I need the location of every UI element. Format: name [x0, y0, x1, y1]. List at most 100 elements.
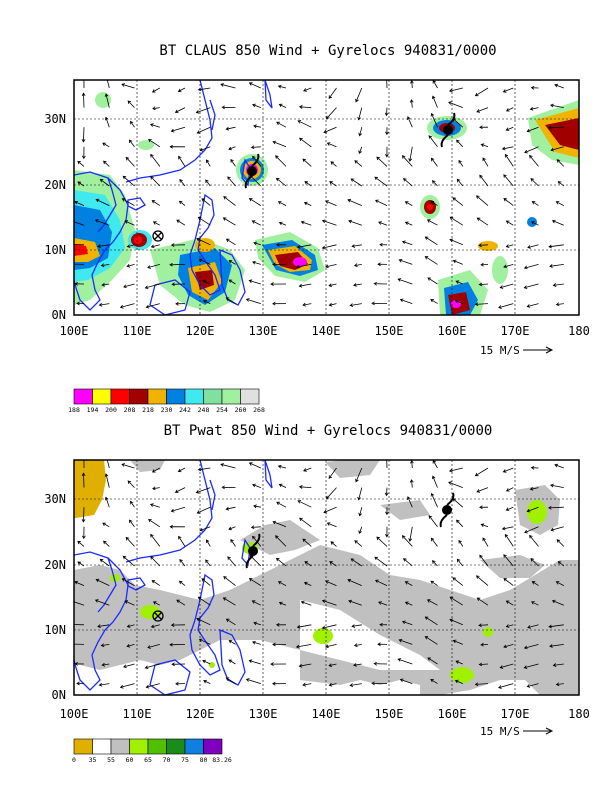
- wind-arrow: [253, 124, 261, 129]
- wind-arrow: [354, 540, 363, 547]
- wind-arrow: [225, 618, 236, 626]
- wind-arrow: [530, 85, 539, 90]
- panel-title: BT Pwat 850 Wind + Gyrelocs 940831/0000: [164, 423, 493, 439]
- wind-arrow: [378, 221, 388, 226]
- wind-arrow: [431, 475, 438, 488]
- wind-arrow: [298, 105, 312, 109]
- colorbar-swatch: [166, 738, 186, 755]
- x-tick-label: 140E: [312, 324, 341, 338]
- wind-arrow: [252, 260, 261, 265]
- wind-arrow: [276, 501, 287, 508]
- wind-arrow: [455, 660, 463, 665]
- wind-arrow: [248, 82, 261, 89]
- wind-arrow: [277, 464, 287, 469]
- wind-arrow: [349, 303, 362, 307]
- wind-arrow: [452, 577, 464, 586]
- wind-arrow: [150, 533, 161, 547]
- wind-arrow: [296, 624, 312, 629]
- colorbar-swatch: [240, 388, 260, 405]
- wind-arrow: [530, 465, 539, 470]
- wind-arrow: [275, 177, 287, 187]
- wind-arrow: [348, 599, 362, 606]
- wind-arrow: [227, 556, 236, 567]
- wind-arrow: [100, 643, 110, 648]
- wind-arrow: [385, 146, 389, 158]
- wind-arrow: [350, 178, 363, 187]
- wind-arrow: [430, 200, 438, 206]
- wind-arrow: [250, 145, 261, 150]
- wind-arrow: [275, 557, 287, 567]
- x-axis-labels: 100E 110E 120E 130E 140E 150E 160E 170E …: [60, 707, 590, 721]
- wind-arrow: [102, 522, 110, 528]
- wind-arrow: [503, 554, 514, 567]
- panel-claus: BT CLAUS 850 Wind + Gyrelocs 940831/0000: [44, 43, 590, 414]
- wind-arrow: [430, 580, 438, 586]
- wind-arrow: [479, 174, 489, 187]
- wind-arrow: [526, 303, 539, 308]
- wind-arrow: [502, 87, 514, 93]
- wind-arrow: [147, 644, 160, 649]
- wind-arrow: [399, 678, 413, 684]
- wind-arrow: [526, 683, 539, 688]
- wind-arrow: [199, 146, 211, 152]
- wind-arrow: [77, 561, 85, 567]
- wind-arrow: [101, 662, 110, 667]
- y-axis-labels: 0N 10N 20N 30N: [44, 492, 66, 702]
- wind-arrow: [409, 99, 414, 108]
- wind-arrow: [549, 644, 564, 648]
- wind-arrow: [404, 581, 413, 586]
- wind-arrow: [523, 264, 539, 270]
- wind-arrow: [376, 536, 388, 547]
- wind-arrow: [150, 176, 161, 187]
- panel-title: BT CLAUS 850 Wind + Gyrelocs 940831/0000: [159, 43, 496, 59]
- wind-arrow: [196, 506, 211, 514]
- wind-arrow: [126, 244, 135, 248]
- wind-arrow: [221, 105, 236, 110]
- wind-arrow: [505, 126, 514, 131]
- wind-arrow: [550, 483, 564, 488]
- colorbar-swatch: [92, 738, 112, 755]
- wind-arrow: [430, 298, 438, 304]
- wind-arrow: [474, 682, 489, 687]
- wind-arrow: [119, 303, 135, 309]
- colorbar-label: 230: [161, 406, 173, 414]
- wind-arrow: [130, 120, 135, 128]
- wind-arrow: [474, 302, 489, 307]
- wind-arrow: [377, 642, 388, 647]
- wind-arrow: [170, 126, 186, 133]
- wind-arrow: [530, 558, 539, 567]
- wind-arrow: [104, 473, 110, 488]
- wind-arrow: [76, 301, 85, 306]
- wind-arrow: [152, 221, 160, 226]
- colorbar-swatch: [92, 388, 112, 405]
- wind-arrow: [228, 640, 236, 645]
- wind-arrow: [357, 487, 363, 501]
- wind-arrow: [225, 238, 236, 246]
- wind-arrow: [476, 107, 489, 113]
- wind-scale-label: 15 M/S: [480, 344, 520, 357]
- wind-arrow: [121, 198, 135, 206]
- wind-arrow: [374, 176, 388, 187]
- wind-arrow: [371, 301, 388, 306]
- wind-arrow: [149, 503, 160, 508]
- wind-arrow: [482, 537, 489, 547]
- wind-arrow: [330, 161, 337, 167]
- wind-arrow: [171, 662, 186, 667]
- wind-arrow: [74, 642, 85, 646]
- wind-arrow: [121, 463, 135, 469]
- wind-arrow: [81, 146, 86, 160]
- wind-arrow: [328, 302, 337, 307]
- wind-arrow: [555, 581, 564, 586]
- wind-arrow: [74, 220, 85, 226]
- wind-arrow: [223, 196, 236, 206]
- wind-arrow: [100, 263, 110, 268]
- y-tick-label: 30N: [44, 112, 66, 126]
- wind-arrow: [195, 487, 211, 494]
- x-axis-labels: 100E 110E 120E 130E 140E 150E 160E 170E …: [60, 324, 590, 338]
- wind-arrow: [427, 277, 438, 285]
- wind-arrow: [527, 624, 539, 629]
- wind-arrow: [552, 283, 564, 287]
- wind-arrow: [101, 282, 110, 287]
- colorbar-label: 208: [124, 406, 136, 414]
